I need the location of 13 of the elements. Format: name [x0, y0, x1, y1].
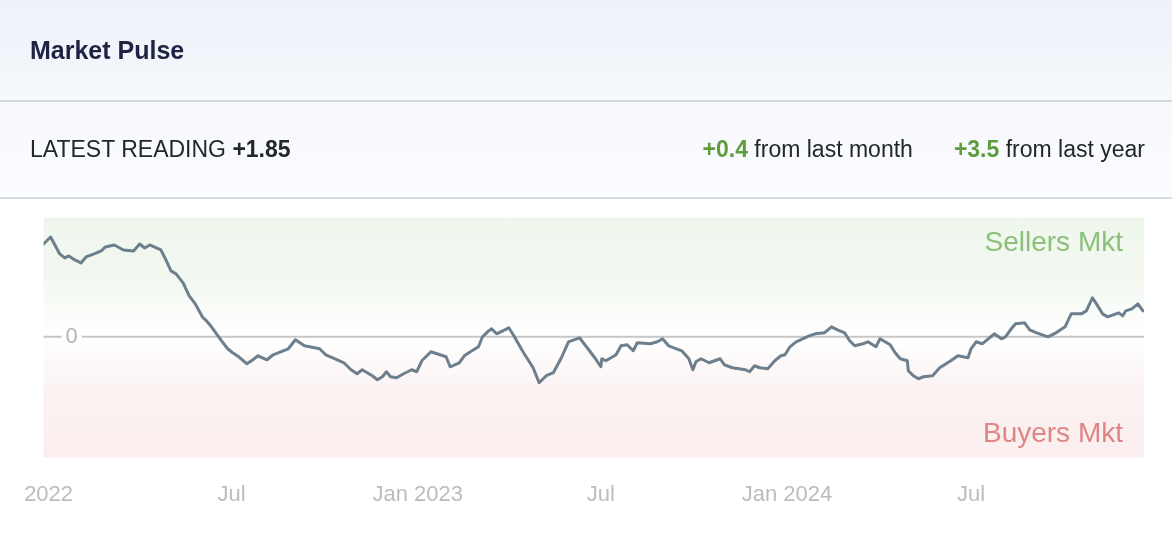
x-tick-label: Jan 2024 [741, 480, 833, 506]
text: +0.4 from last month [702, 136, 913, 162]
text: +3.5 from last year [953, 136, 1145, 162]
band-label: Buyers Mkt [982, 416, 1124, 448]
text: LATEST READING +1.85 [30, 136, 291, 162]
x-tick-label: Jul [586, 480, 615, 506]
chart-title: Market Pulse [30, 35, 185, 65]
band-label: Sellers Mkt [984, 226, 1124, 257]
x-tick-label: Jan 2023 [372, 480, 464, 506]
ref-line-label: 0 [65, 322, 78, 348]
x-tick-label: 2022 [24, 480, 74, 506]
x-tick-label: Jul [217, 480, 246, 506]
x-tick-label: Jul [956, 480, 986, 506]
